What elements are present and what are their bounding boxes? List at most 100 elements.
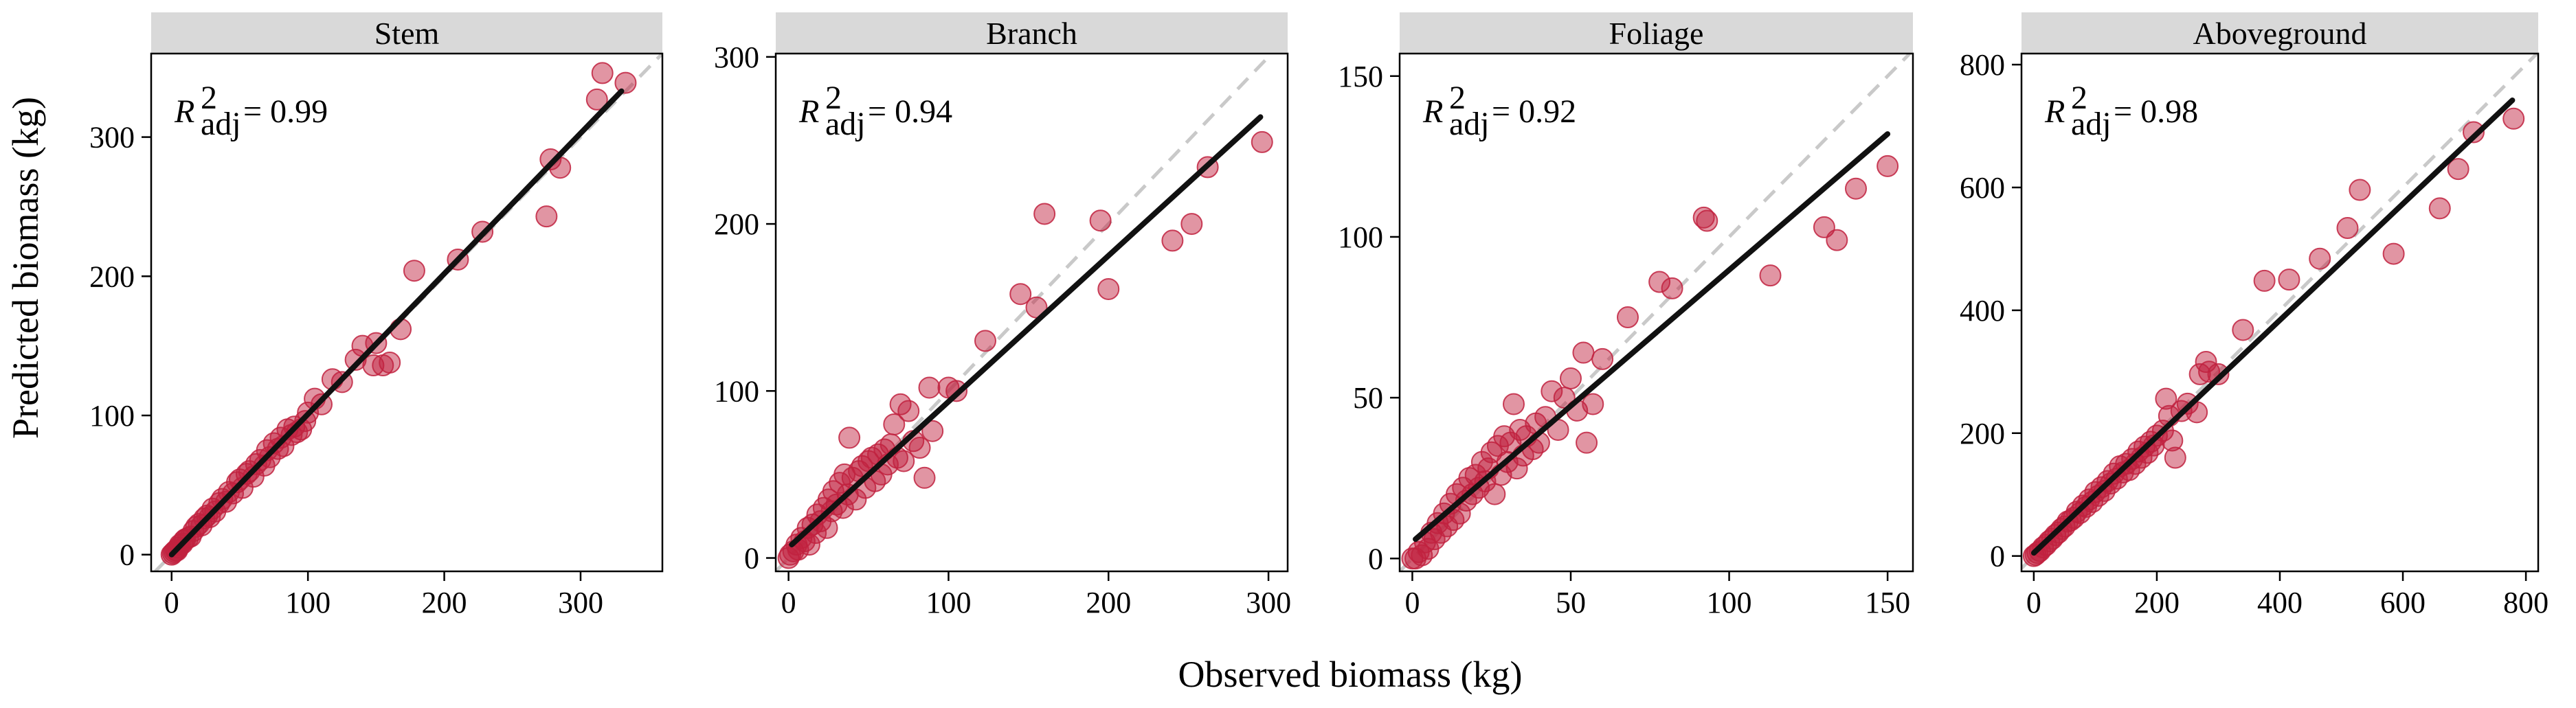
data-point <box>1033 203 1056 225</box>
data-point <box>816 516 838 539</box>
fit-line <box>168 88 625 558</box>
fit-line <box>1413 131 1891 543</box>
x-tick-label: 50 <box>1556 586 1586 619</box>
r2-value: = 0.99 <box>243 93 328 130</box>
panel-title: Aboveground <box>2193 16 2367 51</box>
y-tick-label: 300 <box>89 121 135 155</box>
data-point <box>2349 179 2371 201</box>
y-tick-label: 0 <box>1990 540 2005 573</box>
data-point <box>2309 247 2331 270</box>
y-tick-label: 200 <box>89 260 135 293</box>
data-point <box>1572 341 1595 364</box>
data-point <box>311 393 333 415</box>
y-tick-label: 100 <box>1338 220 1383 254</box>
data-point <box>1505 457 1528 480</box>
x-tick-label: 0 <box>2026 586 2041 619</box>
data-point <box>1648 271 1671 293</box>
identity-line <box>1400 54 1912 571</box>
data-point <box>2447 158 2469 181</box>
r2-superscript: 2 <box>201 80 217 116</box>
data-point <box>913 466 936 489</box>
data-point <box>2161 429 2184 452</box>
y-tick-label: 0 <box>1368 542 1383 575</box>
data-point <box>2155 387 2177 410</box>
data-point <box>1411 544 1433 567</box>
data-point <box>883 413 906 435</box>
data-point <box>2188 363 2211 385</box>
strip-header <box>776 12 1288 54</box>
x-tick-label: 300 <box>1246 586 1291 619</box>
strip-header <box>151 12 662 54</box>
x-tick-label: 100 <box>1707 586 1752 619</box>
data-point <box>591 62 614 84</box>
x-tick-label: 150 <box>1865 586 1910 619</box>
panel-frame <box>150 52 664 573</box>
data-point <box>2278 269 2300 291</box>
r2-subscript: adj <box>2071 106 2112 142</box>
identity-line <box>776 54 1273 571</box>
data-point <box>918 376 941 399</box>
data-point <box>2232 319 2254 341</box>
data-point <box>2463 121 2485 144</box>
x-tick-label: 200 <box>1086 586 1131 619</box>
data-point <box>1661 277 1683 299</box>
data-point <box>2502 107 2525 130</box>
x-tick-label: 100 <box>285 586 331 619</box>
y-tick-label: 600 <box>1960 171 2005 205</box>
data-point <box>2336 217 2359 240</box>
y-tick-label: 0 <box>744 542 759 575</box>
r2-symbol: R <box>1422 93 1443 130</box>
y-tick-label: 100 <box>89 399 135 433</box>
x-tick-label: 200 <box>2134 586 2180 619</box>
data-point <box>1089 209 1112 232</box>
y-tick-label: 50 <box>1353 381 1383 415</box>
panel-aboveground: Aboveground 0 200 400 600 800 0 200 400 600 800 R 2a… <box>1960 12 2549 619</box>
x-tick-label: 0 <box>164 586 179 619</box>
r2-value: = 0.92 <box>1492 93 1576 130</box>
data-point <box>2198 361 2221 383</box>
data-point <box>585 88 608 111</box>
data-point <box>1576 431 1598 454</box>
data-point <box>1180 213 1203 236</box>
y-tick-label: 800 <box>1960 48 2005 82</box>
r2-symbol: R <box>2044 93 2065 130</box>
data-point <box>893 450 915 472</box>
x-axis-title: Observed biomass (kg) <box>1178 654 1523 695</box>
r2-symbol: R <box>798 93 819 130</box>
panel-frame <box>774 52 1289 573</box>
x-tick-label: 100 <box>926 586 971 619</box>
data-point <box>2382 242 2405 265</box>
r2-subscript: adj <box>201 106 241 142</box>
data-point <box>897 400 920 422</box>
points <box>2022 107 2525 567</box>
data-point <box>2164 446 2186 469</box>
fit-line <box>2030 97 2516 556</box>
x-tick-label: 600 <box>2380 586 2426 619</box>
strip-header <box>1400 12 1913 54</box>
points <box>1401 155 1899 570</box>
identity-line <box>2021 54 2538 570</box>
strip-header <box>2021 12 2538 54</box>
r2-superscript: 2 <box>825 80 842 116</box>
data-point <box>1692 206 1715 229</box>
y-tick-label: 400 <box>1960 294 2005 328</box>
y-tick-label: 200 <box>714 207 759 241</box>
data-point <box>1845 177 1867 200</box>
data-point <box>2207 363 2230 385</box>
r2-superscript: 2 <box>2071 80 2087 116</box>
data-point <box>1097 277 1120 300</box>
data-point <box>362 354 385 377</box>
data-point <box>2253 269 2276 292</box>
data-point <box>974 330 996 352</box>
data-point <box>1560 367 1582 390</box>
x-tick-label: 300 <box>558 586 603 619</box>
data-point <box>344 348 367 371</box>
data-point <box>1251 130 1273 153</box>
x-tick-label: 800 <box>2503 586 2549 619</box>
data-point <box>403 260 425 282</box>
